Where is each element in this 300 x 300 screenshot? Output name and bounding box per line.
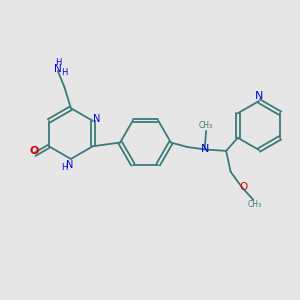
Text: H: H (55, 58, 61, 67)
Text: O: O (239, 182, 247, 192)
Text: H: H (61, 68, 68, 77)
Text: N: N (255, 91, 263, 101)
Text: N: N (201, 144, 209, 154)
Text: CH₃: CH₃ (248, 200, 262, 209)
Text: CH₃: CH₃ (199, 121, 213, 130)
Text: H: H (61, 164, 68, 172)
Text: N: N (55, 64, 62, 74)
Text: N: N (66, 160, 73, 170)
Text: O: O (30, 146, 39, 156)
Text: N: N (93, 114, 101, 124)
